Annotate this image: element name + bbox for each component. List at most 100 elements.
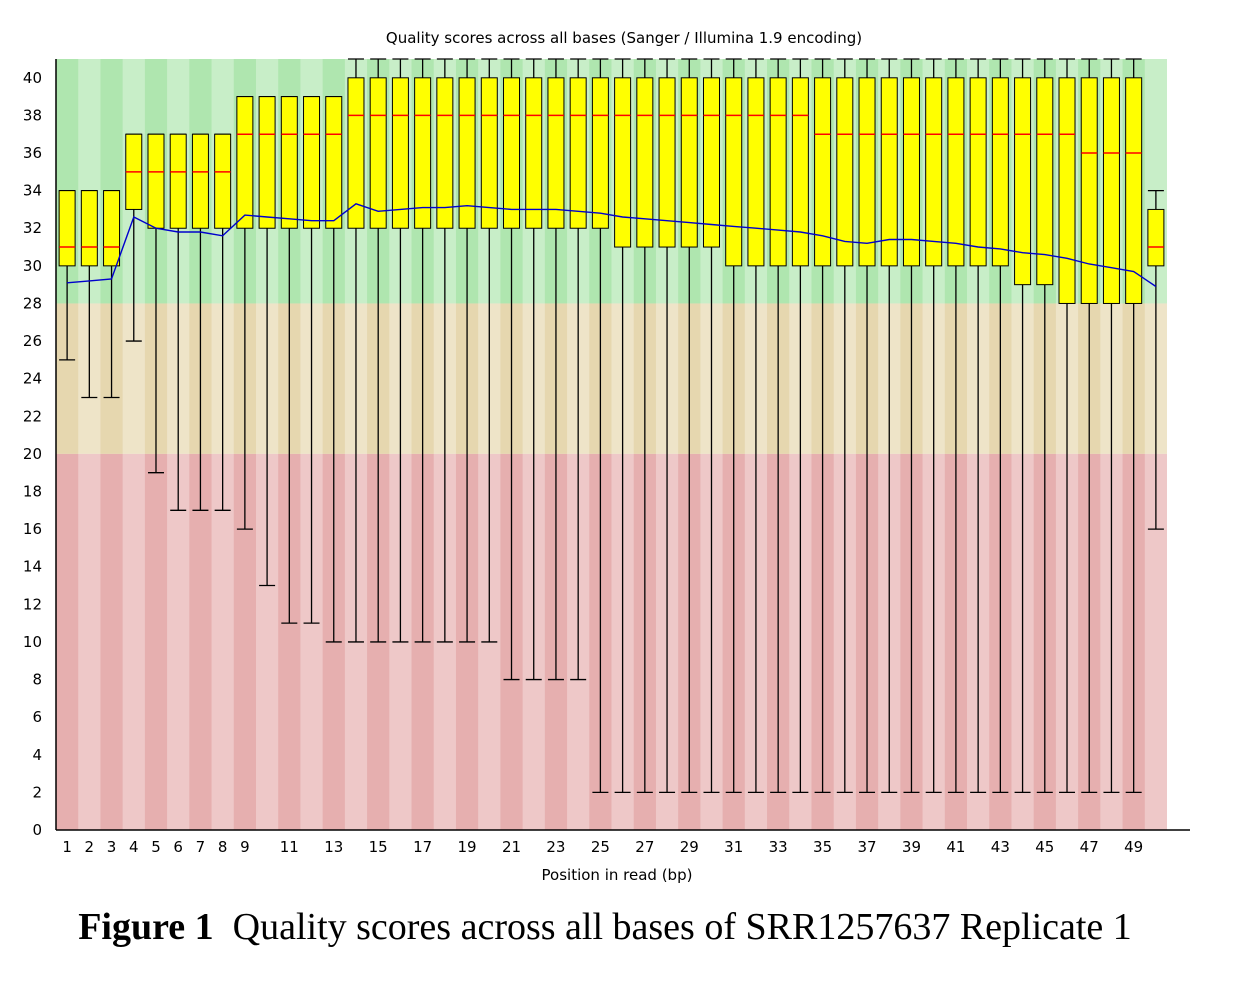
iqr-box (1147, 208, 1165, 267)
iqr-box (1036, 77, 1054, 286)
box-position-40 (925, 58, 943, 794)
band-reasonable (56, 303, 1167, 454)
y-tick-label: 10 (23, 633, 42, 651)
box-position-28 (658, 58, 676, 794)
figure-label: Figure 1 (78, 906, 214, 948)
box-position-12 (303, 95, 321, 624)
x-tick-label: 15 (369, 838, 388, 856)
box-position-22 (525, 58, 543, 681)
box-position-14 (347, 58, 365, 643)
box-position-24 (569, 58, 587, 681)
box-position-8 (214, 133, 232, 511)
iqr-box (947, 77, 965, 267)
y-tick-label: 0 (32, 821, 42, 839)
box-position-9 (236, 95, 254, 530)
box-position-31 (725, 58, 743, 794)
box-position-50 (1147, 189, 1165, 530)
iqr-box (725, 77, 743, 267)
box-position-11 (280, 95, 298, 624)
iqr-box (658, 77, 676, 248)
iqr-box (702, 77, 720, 248)
x-tick-label: 47 (1080, 838, 1099, 856)
x-tick-label: 13 (324, 838, 343, 856)
stripe (78, 59, 101, 830)
iqr-box (525, 77, 543, 229)
iqr-box (414, 77, 432, 229)
y-tick-label: 18 (23, 483, 42, 501)
iqr-box (1014, 77, 1032, 286)
box-position-2 (80, 189, 98, 399)
x-tick-label: 5 (151, 838, 161, 856)
y-tick-label: 34 (23, 182, 42, 200)
x-tick-label: 49 (1124, 838, 1143, 856)
x-axis-label: Position in read (bp) (542, 866, 693, 884)
box-position-19 (458, 58, 476, 643)
x-tick-label: 29 (680, 838, 699, 856)
box-position-41 (947, 58, 965, 794)
iqr-box (614, 77, 632, 248)
box-position-7 (191, 133, 209, 511)
iqr-box (547, 77, 565, 229)
x-tick-label: 21 (502, 838, 521, 856)
iqr-box (747, 77, 765, 267)
y-tick-label: 6 (32, 708, 42, 726)
iqr-box (191, 133, 209, 229)
box-position-32 (747, 58, 765, 794)
x-tick-label: 2 (85, 838, 95, 856)
mean-line (67, 203, 1157, 288)
box-position-17 (414, 58, 432, 643)
iqr-box (991, 77, 1009, 267)
x-tick-label: 35 (813, 838, 832, 856)
stripe (122, 59, 145, 830)
iqr-box (769, 77, 787, 267)
box-position-4 (125, 133, 143, 342)
box-position-43 (991, 58, 1009, 794)
box-position-34 (791, 58, 809, 794)
box-position-35 (814, 58, 832, 794)
box-position-18 (436, 58, 454, 643)
iqr-box (925, 77, 943, 267)
box-position-15 (369, 58, 387, 643)
iqr-box (436, 77, 454, 229)
box-position-36 (836, 58, 854, 794)
box-position-23 (547, 58, 565, 681)
x-tick-label: 19 (458, 838, 477, 856)
box-position-20 (480, 58, 498, 643)
y-tick-label: 40 (23, 69, 42, 87)
x-tick-label: 17 (413, 838, 432, 856)
iqr-box (636, 77, 654, 248)
x-tick-label: 25 (591, 838, 610, 856)
y-tick-label: 8 (32, 671, 42, 689)
y-tick-label: 26 (23, 332, 42, 350)
box-position-39 (902, 58, 920, 794)
iqr-box (1080, 77, 1098, 304)
band-poor (56, 453, 1167, 830)
x-tick-label: 41 (946, 838, 965, 856)
box-position-33 (769, 58, 787, 794)
axes (55, 59, 1190, 831)
y-tick-label: 36 (23, 144, 42, 162)
iqr-box (480, 77, 498, 229)
iqr-box (80, 190, 98, 267)
x-tick-label: 45 (1035, 838, 1054, 856)
x-tick-label: 37 (857, 838, 876, 856)
figure-caption: Figure 1 Quality scores across all bases… (0, 905, 1210, 949)
box-position-5 (147, 133, 165, 474)
box-position-42 (969, 58, 987, 794)
y-tick-label: 4 (32, 746, 42, 764)
x-tick-label: 4 (129, 838, 139, 856)
iqr-box (391, 77, 409, 229)
iqr-box (103, 190, 121, 267)
iqr-box (214, 133, 232, 229)
box-position-47 (1080, 58, 1098, 794)
x-tick-label: 9 (240, 838, 250, 856)
iqr-box (969, 77, 987, 267)
y-tick-label: 28 (23, 294, 42, 312)
iqr-box (503, 77, 521, 229)
box-position-38 (880, 58, 898, 794)
x-tick-label: 1 (62, 838, 72, 856)
iqr-box (591, 77, 609, 229)
y-tick-label: 20 (23, 445, 42, 463)
x-tick-label: 11 (280, 838, 299, 856)
